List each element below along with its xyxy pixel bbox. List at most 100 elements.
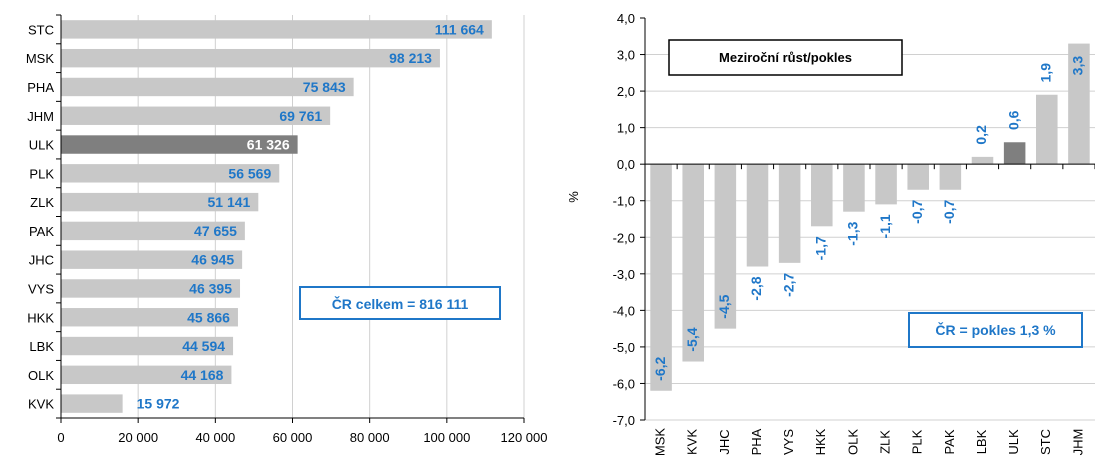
right-y-tick-label: 2,0: [617, 84, 635, 99]
right-category-label: ZLK: [878, 430, 893, 454]
right-value-label: -0,7: [909, 199, 925, 223]
left-total-box-border: [299, 286, 501, 320]
left-bar: [61, 164, 280, 183]
right-gridlines: [645, 54, 1095, 421]
right-y-tick-label: 4,0: [617, 11, 635, 26]
right-bar: [778, 164, 801, 263]
right-bar: [714, 164, 737, 329]
right-value-label: -6,2: [652, 356, 668, 380]
left-bar: [61, 106, 331, 125]
right-category-label: KVK: [685, 429, 700, 455]
left-bar: [61, 192, 259, 212]
left-axes: 0 20 000 40 000 60 000 80 000 100 000 120 000 S…: [26, 14, 548, 445]
right-value-label: -1,7: [812, 236, 828, 260]
right-value-label: -4,5: [716, 294, 732, 318]
right-value-label: -2,7: [780, 273, 796, 297]
left-category-label: JHM: [27, 109, 54, 124]
right-title-box-border: [668, 39, 903, 76]
right-y-tick-label: -1,0: [613, 194, 635, 209]
right-bar: [1003, 142, 1026, 165]
right-y-axis-label: %: [566, 191, 581, 203]
right-category-label: PHA: [749, 428, 764, 455]
left-bar: [61, 308, 238, 327]
right-category-label: JHC: [717, 429, 732, 454]
right-bar: [650, 164, 672, 391]
left-x-tick-label: 100 000: [423, 430, 470, 445]
left-value-label: 51 141: [207, 194, 250, 210]
right-y-tick-label: -4,0: [613, 303, 635, 318]
right-value-label: 1,9: [1037, 63, 1053, 83]
right-bar-chart: -6,2 -5,4 -4,5 -2,8 -2,7 -1,7 -1,3 -1,1 -0,7 -0,7…: [566, 11, 1095, 456]
right-y-tick-label: -3,0: [613, 267, 635, 282]
left-category-label: STC: [28, 22, 54, 37]
right-y-tick-label: -5,0: [613, 340, 635, 355]
right-category-label: OLK: [845, 429, 860, 455]
left-bar: [61, 365, 232, 385]
left-value-label: 69 761: [279, 108, 322, 124]
left-value-label: 56 569: [228, 165, 271, 181]
right-value-label: -1,1: [877, 214, 893, 238]
left-category-label: ULK: [29, 138, 55, 153]
right-category-label: LBK: [974, 429, 989, 454]
right-category-label: VYS: [781, 429, 796, 455]
right-chart-title: Meziroční růst/pokles: [719, 50, 852, 65]
left-bar: [61, 279, 241, 298]
left-value-label: 98 213: [389, 50, 432, 66]
right-bar: [939, 164, 962, 190]
right-axes: 4,03,02,01,00,0-1,0-2,0-3,0-4,0-5,0-6,0-…: [613, 11, 1095, 456]
left-x-tick-label: 120 000: [501, 430, 548, 445]
right-bar: [811, 164, 833, 227]
left-category-label: KVK: [28, 397, 54, 412]
left-bar: [61, 250, 243, 269]
left-value-label: 47 655: [194, 223, 237, 239]
right-bar: [875, 164, 897, 205]
right-category-label: JHM: [1070, 429, 1085, 456]
left-category-label: JHC: [29, 253, 54, 268]
left-category-label: VYS: [28, 281, 54, 296]
left-bar: [61, 221, 245, 241]
right-value-label: 0,6: [1005, 110, 1021, 130]
right-category-label: ULK: [1006, 429, 1021, 455]
left-x-tick-label: 20 000: [118, 430, 158, 445]
right-y-tick-label: -2,0: [613, 230, 635, 245]
right-title-box: Meziroční růst/pokles: [668, 39, 903, 76]
right-y-tick-label: -6,0: [613, 376, 635, 391]
right-y-tick-label: 1,0: [617, 121, 635, 136]
left-category-label: PLK: [29, 166, 54, 181]
left-category-label: OLK: [28, 368, 54, 383]
right-category-label: PAK: [942, 429, 957, 454]
left-category-label: ZLK: [30, 195, 54, 210]
left-bar: [61, 77, 354, 97]
right-category-label: MSK: [653, 428, 668, 457]
right-value-label: 0,2: [973, 125, 989, 145]
right-total-box-border: [908, 312, 1083, 348]
right-bar: [1068, 43, 1090, 165]
right-y-tick-label: -7,0: [613, 413, 635, 428]
left-x-tick-label: 0: [57, 430, 64, 445]
left-value-label: 45 866: [187, 309, 230, 325]
left-value-label: 44 168: [181, 367, 224, 383]
left-value-label: 61 326: [247, 137, 290, 153]
left-value-label: 46 395: [189, 280, 232, 296]
left-category-label: PAK: [29, 224, 54, 239]
left-category-label: MSK: [26, 51, 55, 66]
left-value-label: 44 594: [182, 338, 225, 354]
right-total-label: ČR = pokles 1,3 %: [935, 321, 1056, 338]
left-category-label: LBK: [29, 339, 54, 354]
left-category-label: PHA: [27, 80, 54, 95]
left-bar: [61, 394, 123, 413]
right-bars: -6,2 -5,4 -4,5 -2,8 -2,7 -1,7 -1,3 -1,1 -0,7 -0,7…: [650, 43, 1090, 391]
right-y-tick-label: 3,0: [617, 48, 635, 63]
right-category-label: PLK: [910, 429, 925, 454]
right-bar: [907, 164, 929, 190]
right-category-label: STC: [1038, 429, 1053, 455]
right-bar: [682, 164, 704, 362]
left-x-tick-label: 40 000: [195, 430, 235, 445]
right-bar: [1036, 94, 1058, 165]
left-bar: [61, 48, 440, 68]
left-total-box: ČR celkem = 816 111: [299, 286, 501, 320]
left-value-label: 75 843: [303, 79, 346, 95]
left-bar: [61, 20, 492, 39]
